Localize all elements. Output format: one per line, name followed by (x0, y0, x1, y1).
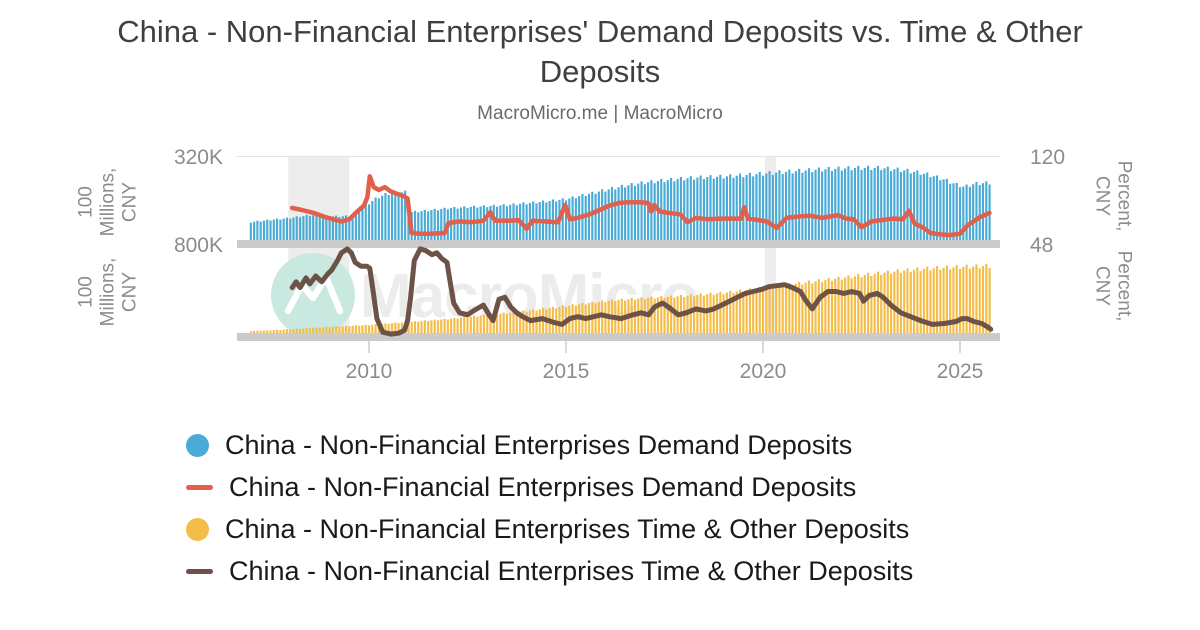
panel-baseline (237, 240, 1000, 248)
legend: China - Non-Financial Enterprises Demand… (186, 424, 913, 592)
panel-baseline (237, 333, 1000, 341)
time-deposits-line-swatch-icon (186, 568, 213, 574)
x-axis-tick-2015: 2015 (542, 360, 590, 383)
y-axis-tick-bottom-panel-right: 48 (1030, 234, 1054, 257)
demand-deposits-line-swatch-icon (186, 484, 213, 490)
legend-item-time-deposits-bars[interactable]: China - Non-Financial Enterprises Time &… (186, 508, 913, 550)
y-axis-tick-bottom-panel-left: 800K (173, 234, 223, 257)
demand-deposits-bar-swatch-icon (186, 433, 209, 457)
time-other-deposits-panel-line (289, 246, 994, 337)
legend-item-demand-deposits-line[interactable]: China - Non-Financial Enterprises Demand… (186, 466, 913, 508)
x-axis-tick-2025: 2025 (936, 360, 984, 383)
recession-band (764, 156, 777, 341)
demand-deposits-panel-line (289, 174, 992, 238)
x-axis-tick-2020: 2020 (739, 360, 787, 383)
page-subtitle: MacroMicro.me | MacroMicro (477, 103, 723, 124)
legend-item-demand-deposits-bars[interactable]: China - Non-Financial Enterprises Demand… (186, 424, 913, 466)
time-deposits-bar-swatch-icon (186, 517, 209, 541)
page-title: China - Non-Financial Enterprises' Deman… (117, 14, 1083, 89)
deposits-chart: MacroMicro (237, 156, 1000, 353)
legend-item-time-deposits-line[interactable]: China - Non-Financial Enterprises Time &… (186, 550, 913, 592)
y-axis-tick-top-panel-right: 120 (1030, 146, 1066, 169)
x-axis-tick-2010: 2010 (345, 360, 393, 383)
time-other-deposits-panel-bars (249, 264, 991, 340)
watermark-mountain-icon (284, 273, 344, 315)
y-axis-tick-top-panel-left: 320K (173, 146, 223, 169)
